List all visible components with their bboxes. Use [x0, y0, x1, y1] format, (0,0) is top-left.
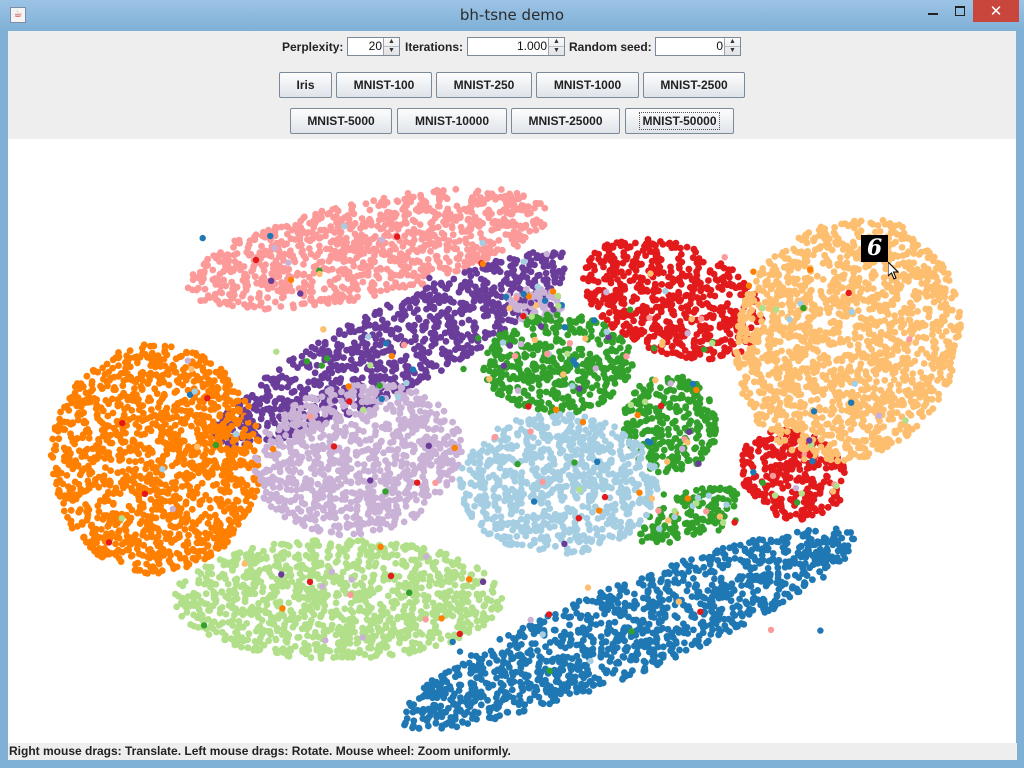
minimize-button[interactable] [919, 0, 947, 22]
dataset-button-mnist-10000[interactable]: MNIST-10000 [397, 108, 507, 134]
window-title: bh-tsne demo [459, 6, 565, 24]
close-button[interactable]: ✕ [973, 0, 1019, 22]
random-seed-spinner-arrows[interactable]: ▲ ▼ [724, 38, 740, 55]
dataset-button-iris[interactable]: Iris [279, 72, 332, 98]
maximize-icon [955, 6, 965, 16]
perplexity-spinner[interactable]: 20 ▲ ▼ [347, 37, 400, 56]
cluster-peach [732, 216, 964, 465]
stray-points [105, 223, 913, 674]
cluster-orange [47, 341, 263, 577]
dataset-button-mnist-25000[interactable]: MNIST-25000 [511, 108, 620, 134]
cluster-light-blue [456, 411, 661, 557]
iterations-spinner[interactable]: 1.000 ▲ ▼ [467, 37, 565, 56]
perplexity-spinner-arrows[interactable]: ▲ ▼ [383, 38, 399, 55]
digit-preview-tooltip: 6 [861, 235, 888, 262]
perplexity-label: Perplexity: [282, 40, 344, 54]
cluster-green [480, 311, 636, 416]
dataset-button-mnist-2500[interactable]: MNIST-2500 [643, 72, 745, 98]
spinner-down-icon[interactable]: ▼ [725, 46, 740, 55]
dataset-button-mnist-5000[interactable]: MNIST-5000 [290, 108, 392, 134]
minimize-icon [928, 13, 938, 15]
spinner-down-icon[interactable]: ▼ [384, 46, 399, 55]
random-seed-value: 0 [716, 39, 723, 53]
iterations-label: Iterations: [405, 40, 464, 54]
close-icon: ✕ [989, 2, 1003, 20]
mouse-cursor-icon [888, 262, 900, 280]
random-seed-spinner[interactable]: 0 ▲ ▼ [655, 37, 741, 56]
dataset-button-mnist-100[interactable]: MNIST-100 [336, 72, 432, 98]
tsne-plot-canvas[interactable] [8, 139, 1016, 743]
perplexity-value: 20 [368, 39, 382, 53]
random-seed-label: Random seed: [569, 40, 652, 54]
spinner-up-icon[interactable]: ▲ [553, 38, 560, 45]
cluster-red [580, 236, 766, 363]
dataset-button-mnist-250[interactable]: MNIST-250 [436, 72, 532, 98]
app-content: Perplexity: 20 ▲ ▼ Iterations: 1.000 ▲ ▼ R… [8, 31, 1017, 760]
maximize-button[interactable] [947, 0, 973, 22]
cluster-blue [401, 525, 858, 732]
java-app-icon: ☕ [10, 7, 26, 23]
iterations-value: 1.000 [516, 39, 547, 53]
dataset-button-mnist-1000[interactable]: MNIST-1000 [536, 72, 639, 98]
title-bar: ☕ bh-tsne demo ✕ [0, 0, 1024, 31]
iterations-spinner-arrows[interactable]: ▲ ▼ [548, 38, 564, 55]
parameters-row: Perplexity: 20 ▲ ▼ Iterations: 1.000 ▲ ▼ R… [8, 36, 1016, 58]
spinner-up-icon[interactable]: ▲ [729, 38, 736, 45]
tsne-scatter[interactable] [8, 139, 1016, 743]
dataset-button-mnist-50000[interactable]: MNIST-50000 [625, 108, 734, 134]
cluster-green [620, 373, 719, 476]
status-bar: Right mouse drags: Translate. Left mouse… [8, 743, 1017, 760]
spinner-up-icon[interactable]: ▲ [388, 38, 395, 45]
spinner-down-icon[interactable]: ▼ [549, 46, 564, 55]
